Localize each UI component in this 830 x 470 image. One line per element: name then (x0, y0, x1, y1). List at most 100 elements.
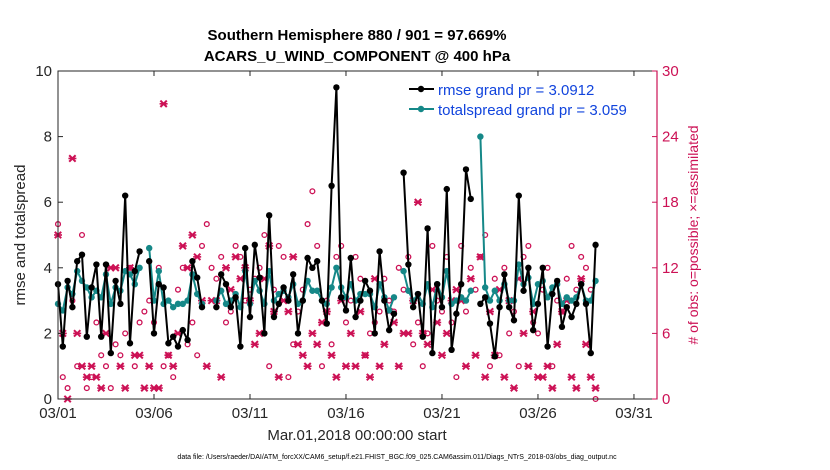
obs-assimilated-marker (73, 329, 82, 338)
obs-assimilated-marker (404, 329, 413, 338)
obs-possible-marker (136, 319, 143, 326)
rmse-point (160, 284, 167, 291)
obs-possible-marker (309, 188, 316, 195)
rmse-point (328, 182, 335, 189)
obs-assimilated-marker (500, 373, 509, 382)
obs-assimilated-marker (572, 384, 581, 392)
legend: rmse grand pr = 3.0912 totalspread grand… (403, 76, 650, 120)
rmse-point (462, 166, 470, 173)
obs-assimilated-marker (476, 252, 485, 261)
y-axis-right-label: # of obs: o=possible; ×=assimilated (685, 125, 701, 344)
rmse-point (453, 310, 460, 317)
rmse-point (198, 303, 206, 311)
rmse-point (136, 248, 143, 255)
spread-point (544, 294, 551, 301)
obs-assimilated-marker (293, 340, 302, 349)
obs-possible-marker (338, 242, 345, 249)
obs-assimilated-marker (394, 362, 403, 371)
obs-possible-marker (98, 352, 105, 359)
rmse-point (237, 343, 244, 350)
obs-possible-marker (107, 385, 114, 392)
rmse-point (69, 303, 76, 311)
rmse-point (289, 271, 297, 278)
obs-possible-marker (78, 231, 86, 239)
spread-point (390, 294, 398, 301)
x-tick-label: 03/06 (135, 405, 173, 422)
obs-assimilated-marker (581, 340, 590, 349)
rmse-point (510, 317, 518, 324)
obs-possible-marker (467, 264, 474, 271)
spread-point (486, 297, 494, 304)
obs-assimilated-marker (452, 285, 461, 294)
y-left-tick-label: 0 (44, 391, 52, 408)
spread-point (155, 267, 162, 275)
obs-possible-marker (333, 253, 340, 260)
obs-assimilated-marker (303, 362, 312, 371)
y-left-tick-label: 6 (44, 194, 52, 211)
rmse-point (193, 274, 201, 281)
rmse-point (357, 297, 364, 304)
spread-point (145, 244, 153, 252)
rmse-point (505, 303, 513, 311)
spread-point (400, 267, 407, 275)
obs-possible-marker (318, 363, 326, 370)
rmse-point (126, 340, 134, 347)
obs-assimilated-marker (116, 362, 125, 371)
obs-assimilated-marker (586, 373, 595, 382)
y-right-tick-label: 18 (662, 194, 679, 211)
obs-possible-marker (534, 330, 542, 337)
rmse-point (553, 277, 561, 285)
rmse-point (481, 294, 489, 301)
obs-possible-marker (491, 275, 498, 282)
obs-assimilated-marker (413, 198, 422, 207)
obs-assimilated-marker (471, 351, 480, 360)
rmse-point (169, 333, 177, 340)
spread-point (174, 300, 182, 308)
rmse-point (83, 333, 90, 340)
spread-point (328, 284, 335, 291)
obs-assimilated-marker (202, 362, 211, 371)
rmse-point (102, 261, 110, 268)
rmse-point (309, 264, 316, 271)
obs-possible-marker (410, 341, 417, 348)
rmse-point (217, 271, 225, 278)
y-axis-left-label: rmse and totalspread (12, 165, 29, 306)
rmse-point (121, 192, 129, 199)
obs-possible-marker (314, 242, 321, 249)
obs-assimilated-marker (509, 384, 518, 392)
obs-possible-marker (515, 363, 522, 370)
rmse-point (448, 346, 455, 353)
rmse-point (568, 313, 575, 321)
obs-possible-marker (357, 275, 364, 282)
obs-possible-marker (59, 374, 66, 381)
x-tick-label: 03/26 (519, 405, 557, 422)
rmse-point (93, 261, 100, 268)
obs-possible-marker (419, 363, 426, 370)
obs-possible-marker (232, 242, 239, 249)
rmse-point (78, 251, 86, 258)
rmse-point (189, 258, 196, 265)
rmse-point (261, 330, 268, 337)
spread-point (83, 284, 90, 291)
rmse-point (318, 297, 326, 304)
obs-assimilated-marker (365, 373, 374, 382)
rmse-point (304, 254, 311, 262)
obs-assimilated-marker (543, 362, 552, 371)
rmse-point (337, 294, 345, 301)
rmse-point (400, 169, 407, 176)
obs-assimilated-marker (332, 373, 341, 382)
obs-possible-marker (376, 308, 383, 315)
rmse-line (57, 195, 141, 354)
rmse-point (179, 326, 186, 334)
rmse-point (529, 326, 537, 334)
rmse-point (165, 340, 172, 347)
obs-possible-marker (525, 242, 532, 249)
rmse-point (333, 84, 340, 91)
y-right-tick-label: 6 (662, 325, 670, 342)
obs-possible-marker (429, 242, 436, 249)
x-tick-label: 03/21 (423, 405, 461, 422)
obs-possible-marker (64, 385, 71, 392)
obs-assimilated-marker (423, 340, 432, 349)
rmse-point (433, 281, 441, 288)
obs-assimilated-marker (159, 99, 168, 108)
